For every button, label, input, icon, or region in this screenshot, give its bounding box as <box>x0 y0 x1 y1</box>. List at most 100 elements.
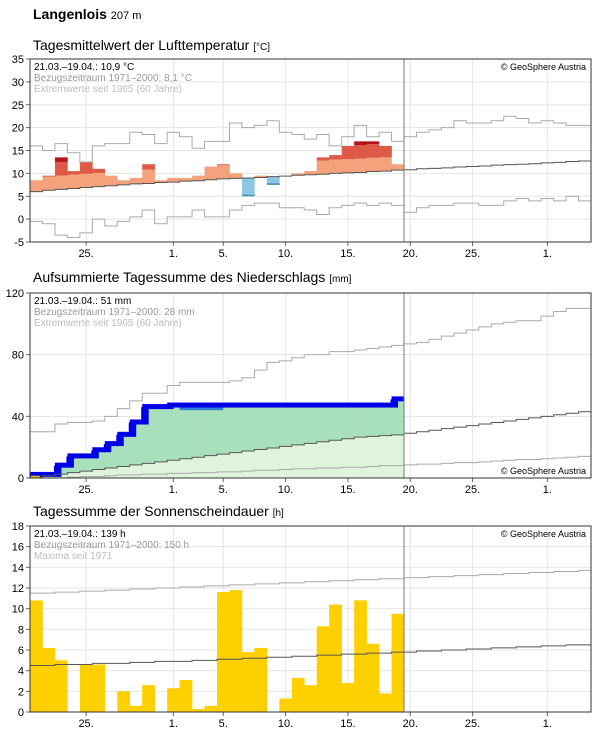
temperature-bar <box>217 164 230 166</box>
temperature-normal-line <box>30 160 591 193</box>
y-tick-label: 18 <box>12 521 24 533</box>
precip-observed-riser <box>66 456 74 468</box>
precip-observed-riser <box>141 407 149 425</box>
x-tick-label: 5. <box>219 718 228 729</box>
sunshine-unit: [h] <box>272 508 284 519</box>
y-tick-label: 0 <box>18 707 24 719</box>
sunshine-bar <box>204 705 218 712</box>
x-tick-label: 1. <box>543 718 552 729</box>
sunshine-bar <box>279 698 293 712</box>
precip-below-normal-area <box>67 472 81 478</box>
info-line-1: 21.03.–19.04.: 139 h <box>34 529 126 540</box>
precip-observed-step <box>42 471 56 477</box>
precip-above-normal-area <box>241 405 255 452</box>
info-line-1: 21.03.–19.04.: 51 mm <box>34 296 131 307</box>
sunshine-bar <box>167 688 180 712</box>
x-tick-label: 5. <box>219 248 228 260</box>
sunshine-bar <box>129 705 143 712</box>
precip-observed-step <box>154 404 168 410</box>
sunshine-max-line <box>30 569 591 594</box>
precip-observed-step <box>92 447 106 453</box>
precip-observed-step <box>366 402 380 408</box>
precip-observed-step <box>79 453 93 459</box>
sunshine-bar <box>391 613 405 712</box>
y-tick-label: 10 <box>12 604 24 616</box>
temperature-bar <box>391 164 405 171</box>
precip-above-normal-area <box>391 399 405 435</box>
x-tick-label: 5. <box>219 484 228 496</box>
temperature-bar <box>54 157 68 162</box>
info-line-2: Bezugszeitraum 1971–2000: 8,1 °C <box>34 73 192 84</box>
precip-below-normal-area <box>316 441 330 478</box>
sunshine-bar <box>366 643 380 712</box>
x-tick-label: 20. <box>403 248 418 260</box>
precip-above-normal-area <box>279 405 293 447</box>
info-line-2: Bezugszeitraum 1971–2000: 150 h <box>34 540 189 551</box>
station-elevation: 207 m <box>110 10 142 22</box>
sunshine-bar <box>42 647 56 712</box>
precip-observed-step <box>179 402 193 408</box>
plot-border <box>29 292 592 479</box>
temperature-bar <box>92 168 106 173</box>
precip-above-normal-area <box>254 405 268 450</box>
y-tick-label: 80 <box>12 350 24 362</box>
y-tick-label: 10 <box>12 168 24 180</box>
info-line-2: Bezugszeitraum 1971–2000: 28 mm <box>34 307 195 318</box>
temperature-bar-edge <box>241 194 255 197</box>
y-tick-label: 8 <box>18 624 24 636</box>
precip-above-normal-area <box>266 405 280 448</box>
temperature-title: Tagesmittelwert der Lufttemperatur [°C] <box>33 37 270 53</box>
precip-below-normal-area <box>391 434 405 478</box>
precip-below-normal-area <box>154 461 168 478</box>
precip-below-normal-area <box>266 447 280 478</box>
temperature-bar <box>92 172 106 187</box>
sunshine-bar <box>354 600 367 712</box>
x-tick-label: 1. <box>169 718 178 729</box>
temperature-bar <box>341 159 355 173</box>
sunshine-bar <box>379 693 392 712</box>
precip-above-normal-area <box>192 405 205 458</box>
precip-observed-step <box>316 402 330 408</box>
y-tick-label: 40 <box>12 411 24 423</box>
temperature-bar <box>54 161 68 176</box>
temperature-bar <box>154 180 168 183</box>
temperature-bar <box>341 145 355 160</box>
sunshine-bar <box>117 691 131 712</box>
precip-above-normal-area <box>167 405 180 461</box>
precip-below-normal-area <box>117 466 131 478</box>
temperature-bar <box>366 144 380 158</box>
x-tick-label: 25. <box>78 718 93 729</box>
temperature-bar <box>304 171 318 175</box>
precip-above-normal-area <box>354 405 367 438</box>
temperature-chart: -5 0 5 10 15 20 25 30 35 25. 1. 5. 10. 15. 20. 25. 1. 21.… <box>12 55 592 260</box>
precip-observed-step <box>254 402 268 408</box>
temperature-bar <box>30 180 43 192</box>
x-tick-label: 10. <box>278 484 293 496</box>
plot-border <box>29 525 592 713</box>
precip-below-normal-area <box>129 464 143 478</box>
x-tick-label: 10. <box>278 248 293 260</box>
sunshine-chart: 0 2 4 6 8 10 12 14 16 18 25. 1. 5. 10. 15. 20. 25. 1. 21.0… <box>12 521 592 729</box>
precip-below-normal-area <box>92 469 106 478</box>
x-tick-label: 15. <box>340 248 355 260</box>
temperature-bar <box>142 164 155 170</box>
sunshine-bar <box>179 679 193 712</box>
precip-observed-riser <box>166 405 174 410</box>
info-line-3: Extremwerte seit 1965 (60 Jahre) <box>34 84 182 95</box>
sunshine-bar <box>30 600 43 712</box>
precip-observed-step <box>304 402 318 408</box>
precip-above-normal-area <box>154 407 168 462</box>
precip-above-normal-area <box>341 405 355 439</box>
precip-observed-step <box>341 402 355 408</box>
temperature-bar-edge <box>266 183 280 185</box>
credit-text: © GeoSphere Austria <box>501 466 586 476</box>
header: Langenlois 207 m <box>33 6 141 22</box>
precip-observed-step <box>117 431 131 437</box>
temperature-bar <box>217 165 230 179</box>
x-tick-label: 15. <box>340 484 355 496</box>
sunshine-bar <box>291 677 305 712</box>
temperature-bar <box>179 177 193 182</box>
temperature-bar <box>254 175 268 178</box>
precip-normal-line <box>30 411 591 478</box>
precip-observed-step <box>291 402 305 408</box>
